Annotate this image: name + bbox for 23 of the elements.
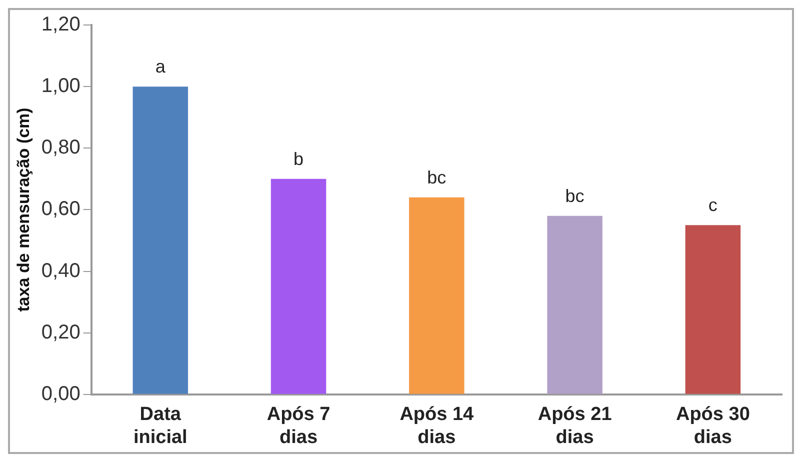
bar (132, 86, 188, 394)
y-tick-label: 0,00 (41, 382, 80, 405)
x-tick-label: Após 14 dias (400, 404, 474, 448)
y-tick-label: 0,80 (41, 136, 80, 159)
annotation: a (155, 56, 166, 77)
bar (409, 197, 464, 394)
x-tick-label: Data inicial (133, 404, 188, 448)
x-tick-label: Após 21 dias (538, 404, 612, 448)
y-tick-label: 1,00 (41, 75, 80, 98)
y-axis-title: taxa de mensuração (cm) (14, 108, 33, 312)
y-tick-label: 0,20 (41, 321, 80, 344)
y-tick-label: 0,60 (41, 198, 80, 220)
x-tick-label: Após 30 dias (676, 404, 750, 448)
y-tick-label: 0,40 (41, 260, 80, 282)
annotation: bc (565, 186, 584, 206)
x-tick-label: Após 7 dias (266, 404, 330, 448)
annotation: b (294, 148, 304, 169)
bar (270, 178, 326, 394)
annotation: bc (427, 167, 446, 188)
bar (685, 225, 741, 394)
bar (547, 216, 602, 394)
y-tick-label: 1,20 (41, 14, 80, 36)
annotation: c (708, 195, 718, 216)
